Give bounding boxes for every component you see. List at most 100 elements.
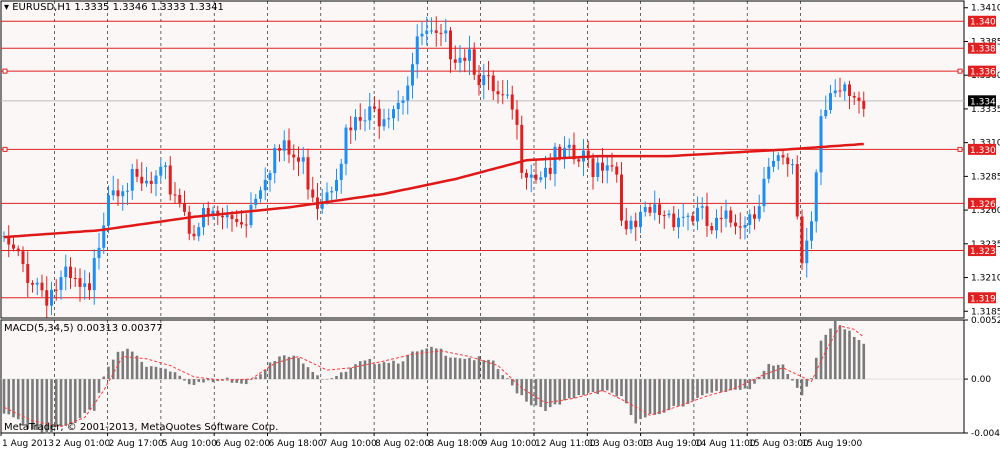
- candle-body: [16, 248, 20, 252]
- candle-body: [121, 191, 125, 197]
- candle-body: [520, 124, 524, 173]
- macd-histogram-bar: [12, 379, 15, 418]
- candle-body: [610, 165, 614, 167]
- candle-body: [515, 109, 519, 125]
- candle-body: [786, 157, 790, 165]
- macd-histogram-bar: [178, 375, 182, 380]
- macd-histogram-bar: [629, 379, 633, 416]
- candle-body: [392, 109, 395, 119]
- candle-body: [178, 194, 182, 204]
- candle-body: [434, 30, 438, 33]
- macd-histogram-bar: [268, 362, 272, 380]
- macd-histogram-bar: [344, 371, 348, 380]
- macd-histogram-bar: [439, 348, 443, 380]
- macd-histogram-bar: [667, 379, 671, 411]
- current-price-value: 1.3341: [970, 97, 1000, 107]
- macd-histogram-bar: [705, 379, 709, 394]
- candle-body: [529, 174, 533, 178]
- candle-body: [382, 119, 386, 127]
- macd-histogram-bar: [102, 376, 106, 380]
- candle-body: [710, 226, 714, 231]
- candle-body: [463, 57, 467, 61]
- candle-body: [586, 150, 590, 159]
- macd-histogram-bar: [653, 379, 657, 415]
- macd-histogram-bar: [824, 334, 828, 380]
- candle-body: [368, 106, 372, 121]
- candle-body: [78, 278, 82, 287]
- candle-body: [677, 217, 680, 228]
- candle-body: [491, 75, 495, 92]
- macd-histogram-bar: [510, 379, 514, 386]
- macd-histogram-bar: [558, 379, 562, 405]
- macd-histogram-bar: [563, 379, 566, 401]
- x-tick-label: 7 Aug 10:00: [322, 439, 377, 449]
- macd-histogram-bar: [297, 357, 300, 380]
- macd-histogram-bar: [149, 366, 153, 380]
- macd-histogram-bar: [396, 363, 400, 380]
- macd-histogram-bar: [753, 379, 756, 384]
- candle-body: [681, 216, 685, 218]
- candle-body: [325, 192, 329, 202]
- macd-histogram-bar: [810, 378, 813, 380]
- candle-body: [59, 277, 63, 290]
- macd-histogram-bar: [7, 379, 11, 415]
- candle-body: [753, 214, 756, 219]
- candle-body: [624, 220, 628, 230]
- macd-histogram-bar: [449, 357, 452, 380]
- candle-body: [819, 116, 823, 173]
- macd-histogram-bar: [135, 355, 139, 380]
- candle-body: [824, 110, 828, 117]
- candle-body: [278, 147, 281, 151]
- macd-histogram-bar: [772, 365, 775, 380]
- macd-histogram-bar: [35, 379, 39, 430]
- candle-body: [605, 165, 609, 171]
- macd-histogram-bar: [738, 379, 742, 390]
- macd-histogram-bar: [444, 355, 448, 380]
- macd-histogram-bar: [130, 351, 134, 380]
- macd-histogram-bar: [325, 379, 329, 380]
- candle-body: [449, 30, 452, 60]
- y-tick-label: 1.3185: [971, 307, 1000, 317]
- candle-body: [525, 172, 528, 178]
- candle-body: [724, 210, 728, 219]
- candles-group: [2, 16, 866, 318]
- macd-histogram-bar: [757, 376, 761, 380]
- macd-histogram-bar: [700, 379, 704, 396]
- candle-body: [629, 220, 633, 230]
- macd-histogram-bar: [748, 379, 752, 390]
- candle-body: [187, 211, 191, 234]
- y-tick-label: 1.3235: [971, 240, 1000, 250]
- macd-histogram-bar: [221, 379, 224, 381]
- level-anchor-point: [2, 146, 8, 152]
- macd-histogram-bar: [829, 328, 832, 380]
- copyright-text: MetaTrader, © 2001-2013, MetaQuotes Soft…: [4, 422, 279, 433]
- y-tick-label: 1.3210: [971, 274, 1000, 284]
- candle-body: [358, 117, 362, 121]
- candle-body: [145, 180, 148, 184]
- macd-histogram-bar: [225, 377, 229, 380]
- candle-body: [487, 75, 490, 77]
- candle-body: [154, 175, 158, 184]
- macd-histogram-bar: [292, 355, 296, 380]
- x-tick-label: 15 Aug 19:00: [802, 439, 863, 449]
- candle-body: [406, 85, 410, 101]
- price-level-value: 1.3380: [970, 45, 1000, 55]
- candle-body: [130, 168, 134, 191]
- candle-body: [506, 94, 509, 96]
- macd-histogram-bar: [506, 378, 509, 380]
- macd-histogram-bar: [610, 379, 614, 393]
- macd-histogram-bar: [591, 379, 595, 392]
- macd-histogram-bar: [572, 379, 576, 399]
- x-tick-label: 14 Aug 11:00: [695, 439, 756, 449]
- candle-body: [857, 97, 861, 101]
- macd-histogram-bar: [544, 379, 547, 411]
- macd-histogram-bar: [515, 379, 519, 394]
- macd-histogram-bar: [358, 361, 362, 380]
- y-tick-label: 1.3260: [971, 206, 1000, 216]
- macd-histogram-bar: [320, 379, 324, 380]
- candle-body: [235, 219, 239, 223]
- macd-histogram-bar: [468, 357, 471, 380]
- candle-body: [197, 227, 201, 237]
- macd-histogram-bar: [316, 375, 319, 380]
- candle-body: [791, 164, 794, 166]
